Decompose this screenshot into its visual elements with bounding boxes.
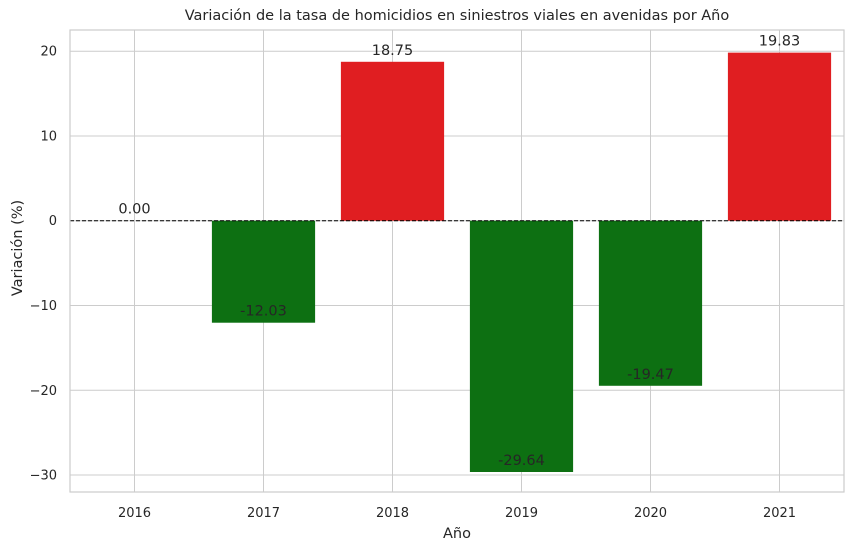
- y-tick-label: 20: [40, 45, 57, 60]
- x-tick-label: 2020: [634, 506, 667, 521]
- plot-frame: [69, 29, 845, 493]
- x-tick-label: 2021: [763, 506, 796, 521]
- bar-2018: [340, 61, 445, 221]
- chart-title: Variación de la tasa de homicidios en si…: [185, 8, 730, 24]
- x-tick-label: 2017: [247, 506, 280, 521]
- bar-2017: [211, 220, 316, 323]
- data-label: -19.47: [627, 367, 674, 383]
- x-tick-label: 2019: [505, 506, 538, 521]
- y-tick-label: −30: [30, 469, 57, 484]
- y-axis-ticks: −30 −20 −10 0 10 20: [30, 45, 57, 484]
- bar-2019: [469, 220, 574, 472]
- x-axis-ticks: 2016 2017 2018 2019 2020 2021: [118, 506, 796, 521]
- y-tick-label: −20: [30, 384, 57, 399]
- x-axis-label: Año: [443, 526, 471, 542]
- x-tick-label: 2016: [118, 506, 151, 521]
- y-tick-label: 0: [49, 214, 57, 229]
- x-tick-label: 2018: [376, 506, 409, 521]
- data-label: -12.03: [240, 304, 287, 320]
- y-tick-label: 10: [40, 129, 57, 144]
- data-label: 19.83: [759, 34, 801, 50]
- y-tick-label: −10: [30, 299, 57, 314]
- y-axis-label: Variación (%): [10, 200, 26, 296]
- data-label: 0.00: [118, 202, 150, 218]
- data-labels: 0.00 -12.03 18.75 -29.64 -19.47 19.83: [118, 34, 800, 469]
- bar-2021: [727, 52, 832, 221]
- data-label: 18.75: [372, 43, 414, 59]
- data-label: -29.64: [498, 453, 545, 469]
- bars: [211, 52, 832, 472]
- bar-2020: [598, 220, 703, 386]
